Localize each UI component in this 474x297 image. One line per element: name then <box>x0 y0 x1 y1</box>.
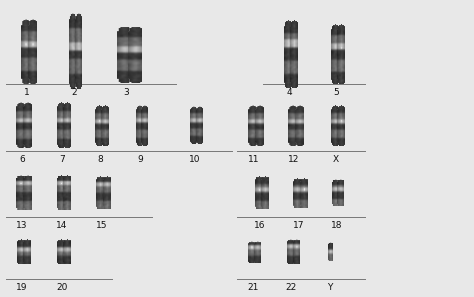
Text: Y: Y <box>328 283 333 292</box>
Text: 15: 15 <box>96 221 107 230</box>
Text: 9: 9 <box>137 155 143 164</box>
Text: 7: 7 <box>59 155 65 164</box>
Text: 6: 6 <box>19 155 25 164</box>
Text: 10: 10 <box>189 155 200 164</box>
Text: 11: 11 <box>248 155 259 164</box>
Text: 4: 4 <box>286 88 292 97</box>
Text: 20: 20 <box>56 283 68 292</box>
Text: 5: 5 <box>333 88 339 97</box>
Text: 12: 12 <box>288 155 300 164</box>
Text: 22: 22 <box>286 283 297 292</box>
Text: 19: 19 <box>16 283 27 292</box>
Text: 21: 21 <box>247 283 258 292</box>
Text: 1: 1 <box>24 88 29 97</box>
Text: 3: 3 <box>123 88 129 97</box>
Text: 8: 8 <box>97 155 103 164</box>
Text: 16: 16 <box>254 221 265 230</box>
Text: 17: 17 <box>292 221 304 230</box>
Text: 18: 18 <box>330 221 342 230</box>
Text: 2: 2 <box>71 88 77 97</box>
Text: 13: 13 <box>16 221 27 230</box>
Text: X: X <box>333 155 339 164</box>
Text: 14: 14 <box>56 221 68 230</box>
